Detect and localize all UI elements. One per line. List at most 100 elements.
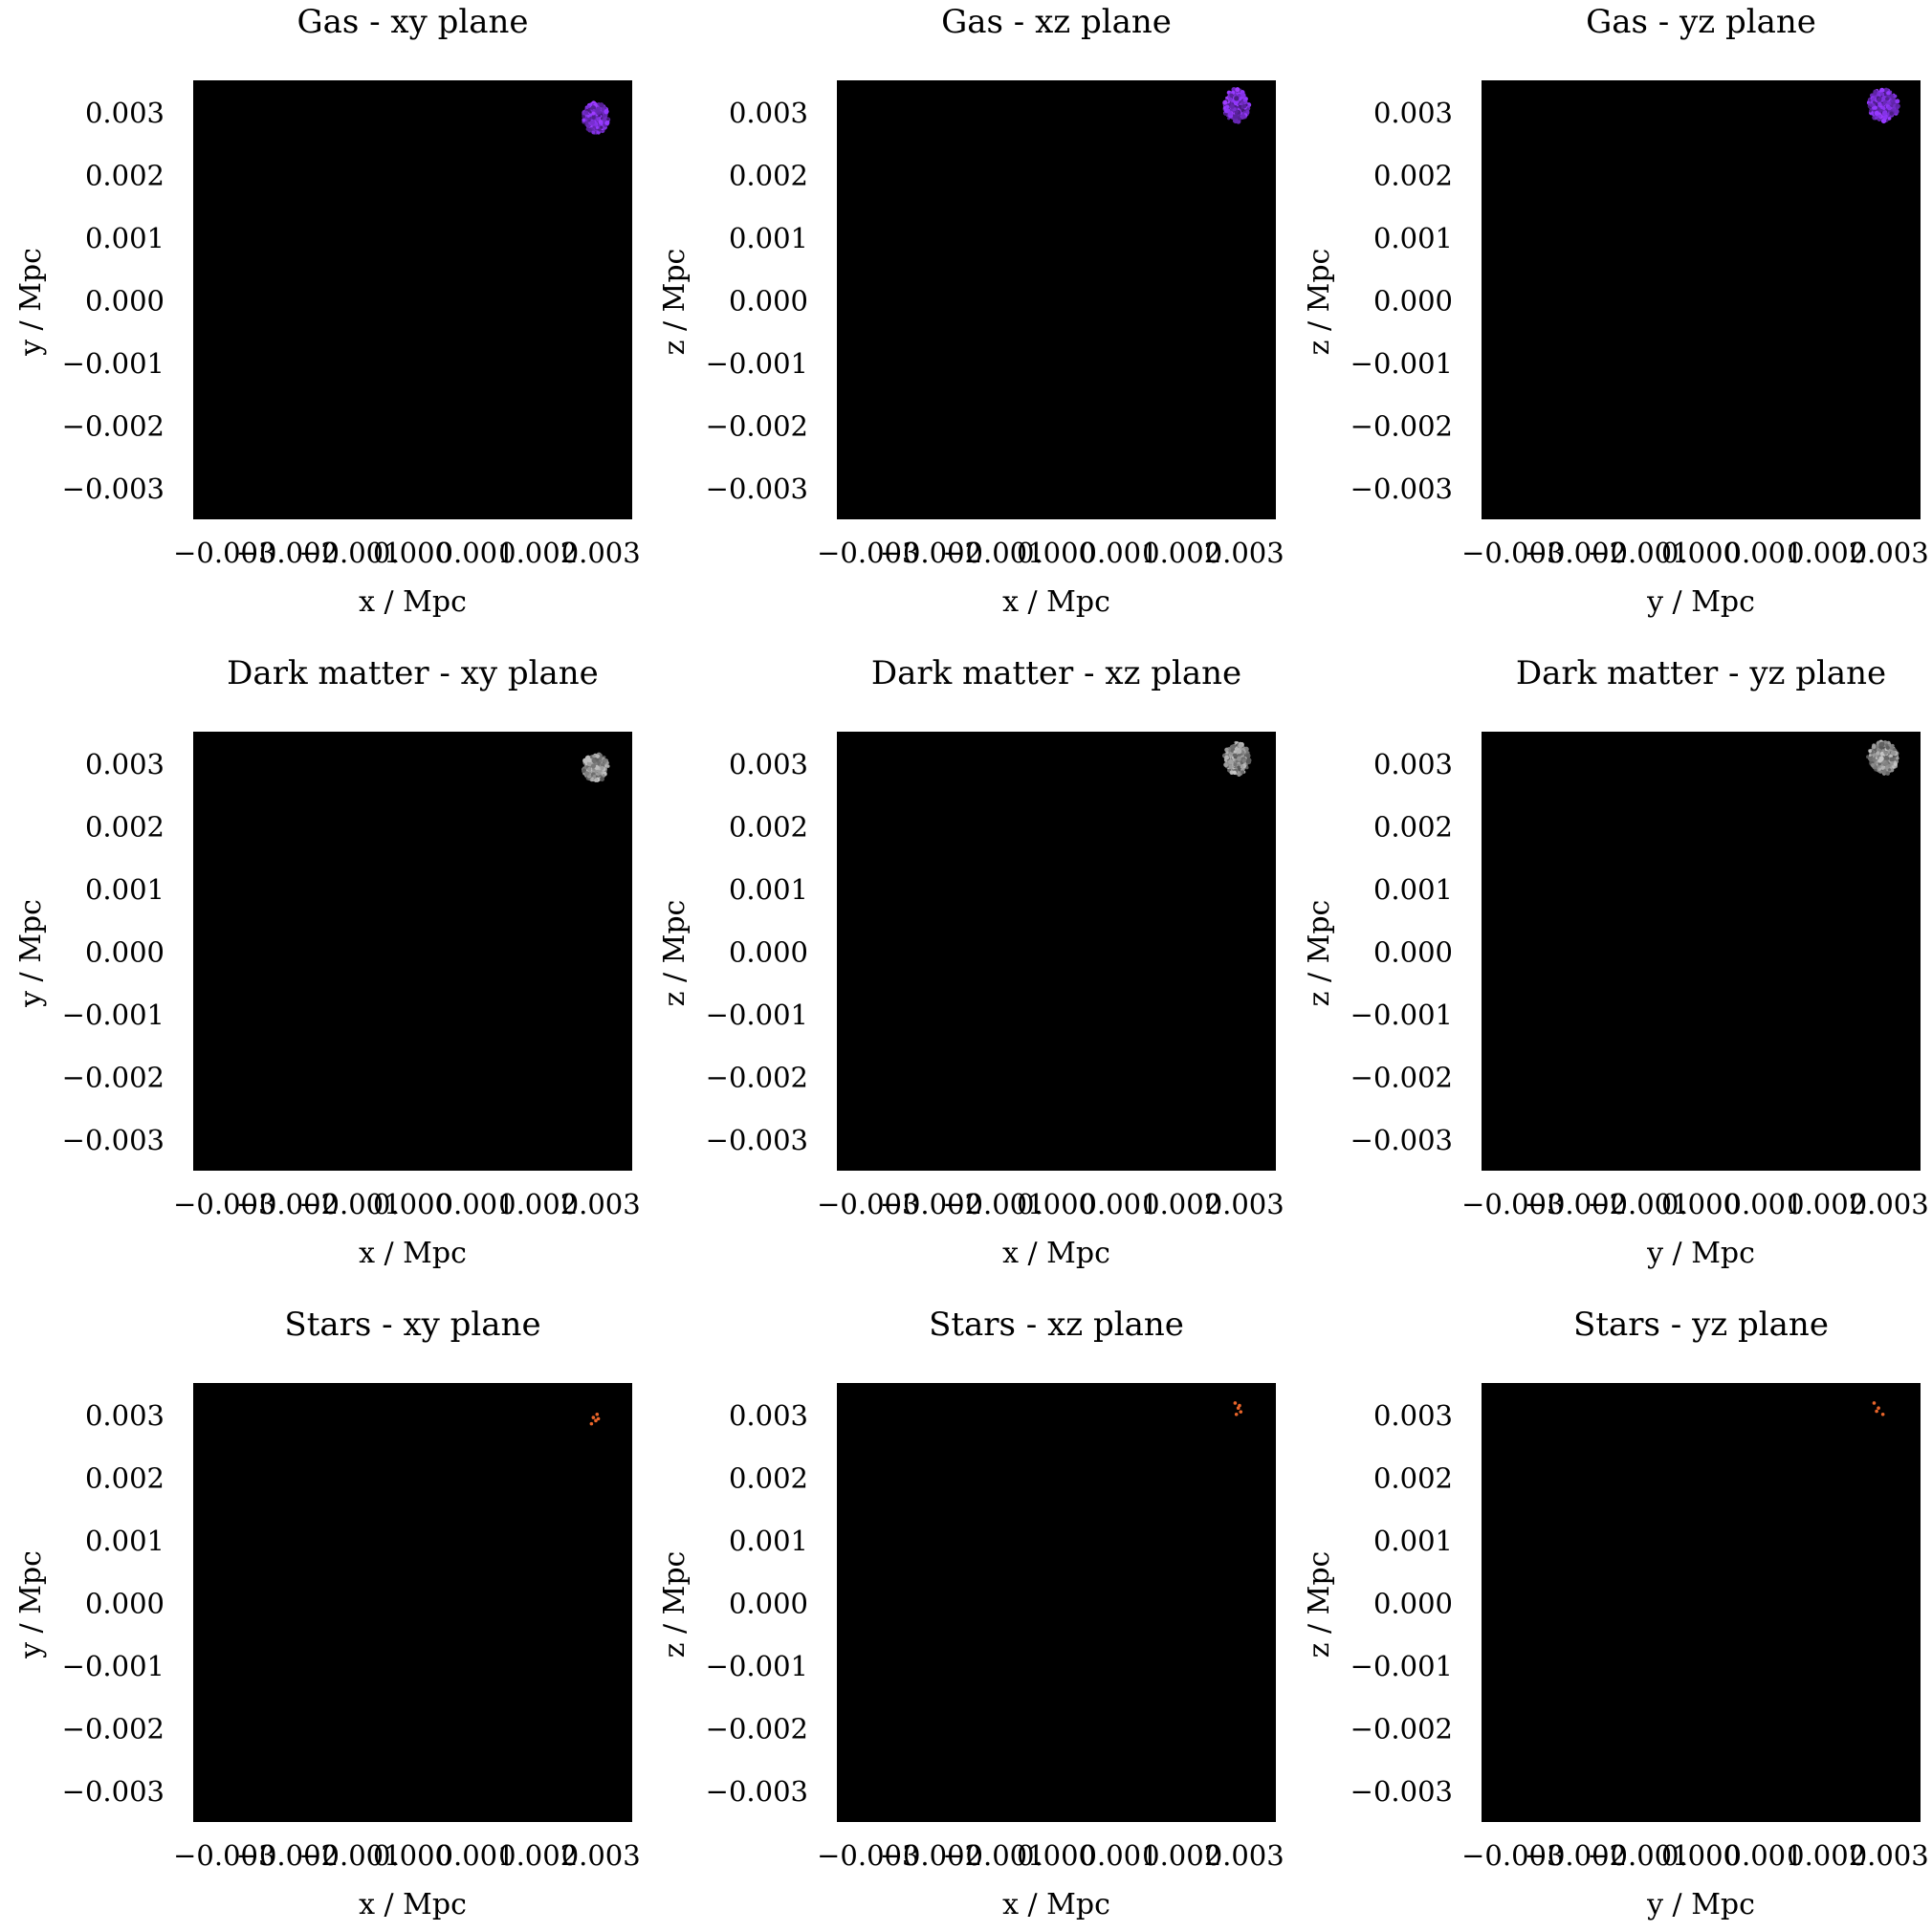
y-tick-label: 0.002	[1373, 159, 1453, 191]
particle-cluster	[1222, 87, 1252, 124]
particle	[1867, 102, 1871, 106]
particle	[1234, 100, 1239, 105]
y-tick-label: −0.002	[706, 1062, 808, 1094]
y-tick-label: 0.000	[1373, 285, 1453, 318]
plot-area	[837, 1383, 1276, 1822]
x-tick-label: −0.003	[1461, 1839, 1564, 1872]
particle	[1880, 118, 1887, 124]
x-tick-label: 0.003	[1850, 1839, 1929, 1872]
particle	[602, 774, 605, 778]
y-tick-label: 0.003	[1373, 748, 1453, 780]
y-tick-label: −0.002	[706, 1713, 808, 1745]
particle	[586, 760, 592, 767]
x-tick-label: −0.003	[173, 537, 275, 569]
particle	[1235, 759, 1239, 763]
particle	[590, 105, 597, 111]
particle	[1871, 763, 1876, 768]
particle	[1232, 770, 1237, 775]
x-tick-label: −0.002	[236, 1839, 339, 1872]
particle	[1222, 99, 1228, 105]
particle	[1234, 96, 1240, 101]
x-axis-label: y / Mpc	[1646, 585, 1755, 619]
y-tick-label: 0.000	[85, 285, 165, 318]
particle	[1237, 749, 1242, 755]
particle	[1238, 743, 1243, 749]
x-tick-label: −0.002	[236, 1188, 339, 1220]
particle	[1228, 768, 1232, 772]
particle	[1233, 750, 1237, 754]
panel-gas-xy: Gas - xy plane0.0030.0020.0010.000−0.001…	[14, 3, 641, 619]
particle	[1240, 114, 1246, 120]
particle	[1885, 771, 1891, 776]
star-point	[1234, 1412, 1239, 1416]
particle	[582, 118, 586, 122]
particle	[582, 757, 588, 763]
particle	[1883, 756, 1889, 760]
y-tick-label: −0.003	[62, 472, 165, 505]
star-point	[594, 1418, 598, 1423]
particle	[1233, 114, 1239, 120]
particle	[1240, 93, 1246, 99]
particle	[584, 110, 589, 115]
particle	[1877, 91, 1880, 95]
y-tick-label: 0.003	[1373, 97, 1453, 129]
particle	[1874, 110, 1879, 117]
x-tick-label: 0.002	[1142, 1839, 1221, 1872]
x-tick-label: −0.001	[298, 537, 401, 569]
particle	[1880, 765, 1885, 771]
x-tick-label: −0.003	[817, 537, 919, 569]
particle	[1228, 758, 1234, 765]
y-axis-label: z / Mpc	[658, 900, 692, 1007]
y-tick-label: 0.000	[85, 936, 165, 969]
particle	[586, 104, 590, 108]
particle	[1233, 762, 1238, 767]
particle	[1887, 100, 1891, 105]
particle	[599, 102, 604, 108]
particle	[1878, 756, 1884, 761]
particle	[1241, 758, 1247, 763]
y-tick-label: 0.001	[85, 1525, 165, 1557]
y-tick-label: −0.001	[1350, 1650, 1453, 1682]
y-axis-label: y / Mpc	[14, 248, 48, 357]
particle	[1890, 750, 1897, 756]
particle	[604, 109, 609, 115]
x-tick-label: −0.002	[880, 537, 982, 569]
x-tick-label: 0.001	[1724, 1839, 1804, 1872]
particle	[1871, 97, 1876, 101]
panel-title: Dark matter - yz plane	[1516, 654, 1886, 692]
x-axis-label: x / Mpc	[1002, 1888, 1110, 1921]
x-tick-label: 0.001	[1724, 1188, 1804, 1220]
x-tick-label: −0.003	[173, 1839, 275, 1872]
star-point	[1877, 1406, 1880, 1411]
x-tick-label: 0.002	[498, 1839, 578, 1872]
x-tick-label: −0.002	[1525, 1839, 1627, 1872]
y-tick-label: 0.001	[85, 222, 165, 254]
y-tick-label: 0.003	[85, 97, 165, 129]
particle	[1881, 749, 1885, 753]
particle	[1895, 99, 1900, 104]
particle	[598, 128, 602, 132]
particle	[1874, 761, 1877, 765]
particle	[1868, 754, 1872, 757]
star-point	[1233, 1401, 1238, 1405]
x-tick-label: 0.002	[1787, 1188, 1866, 1220]
x-axis-label: x / Mpc	[1002, 585, 1110, 619]
particle	[589, 120, 595, 125]
y-tick-label: 0.003	[729, 1399, 808, 1432]
y-tick-label: 0.001	[729, 222, 808, 254]
particle	[600, 765, 604, 770]
y-tick-label: −0.003	[1350, 472, 1453, 505]
particle	[606, 118, 610, 121]
particle	[588, 113, 593, 117]
y-tick-label: −0.001	[706, 1650, 808, 1682]
particle	[1229, 744, 1235, 750]
particle	[1233, 119, 1239, 124]
panel-dark_matter-yz: Dark matter - yz plane0.0030.0020.0010.0…	[1303, 654, 1929, 1270]
particle	[1868, 756, 1873, 761]
particle	[1893, 94, 1898, 99]
x-tick-label: 0.001	[1080, 537, 1159, 569]
x-tick-label: 0.001	[436, 1188, 516, 1220]
particle	[596, 117, 601, 121]
particle	[1223, 108, 1230, 114]
plot-area	[837, 732, 1276, 1171]
